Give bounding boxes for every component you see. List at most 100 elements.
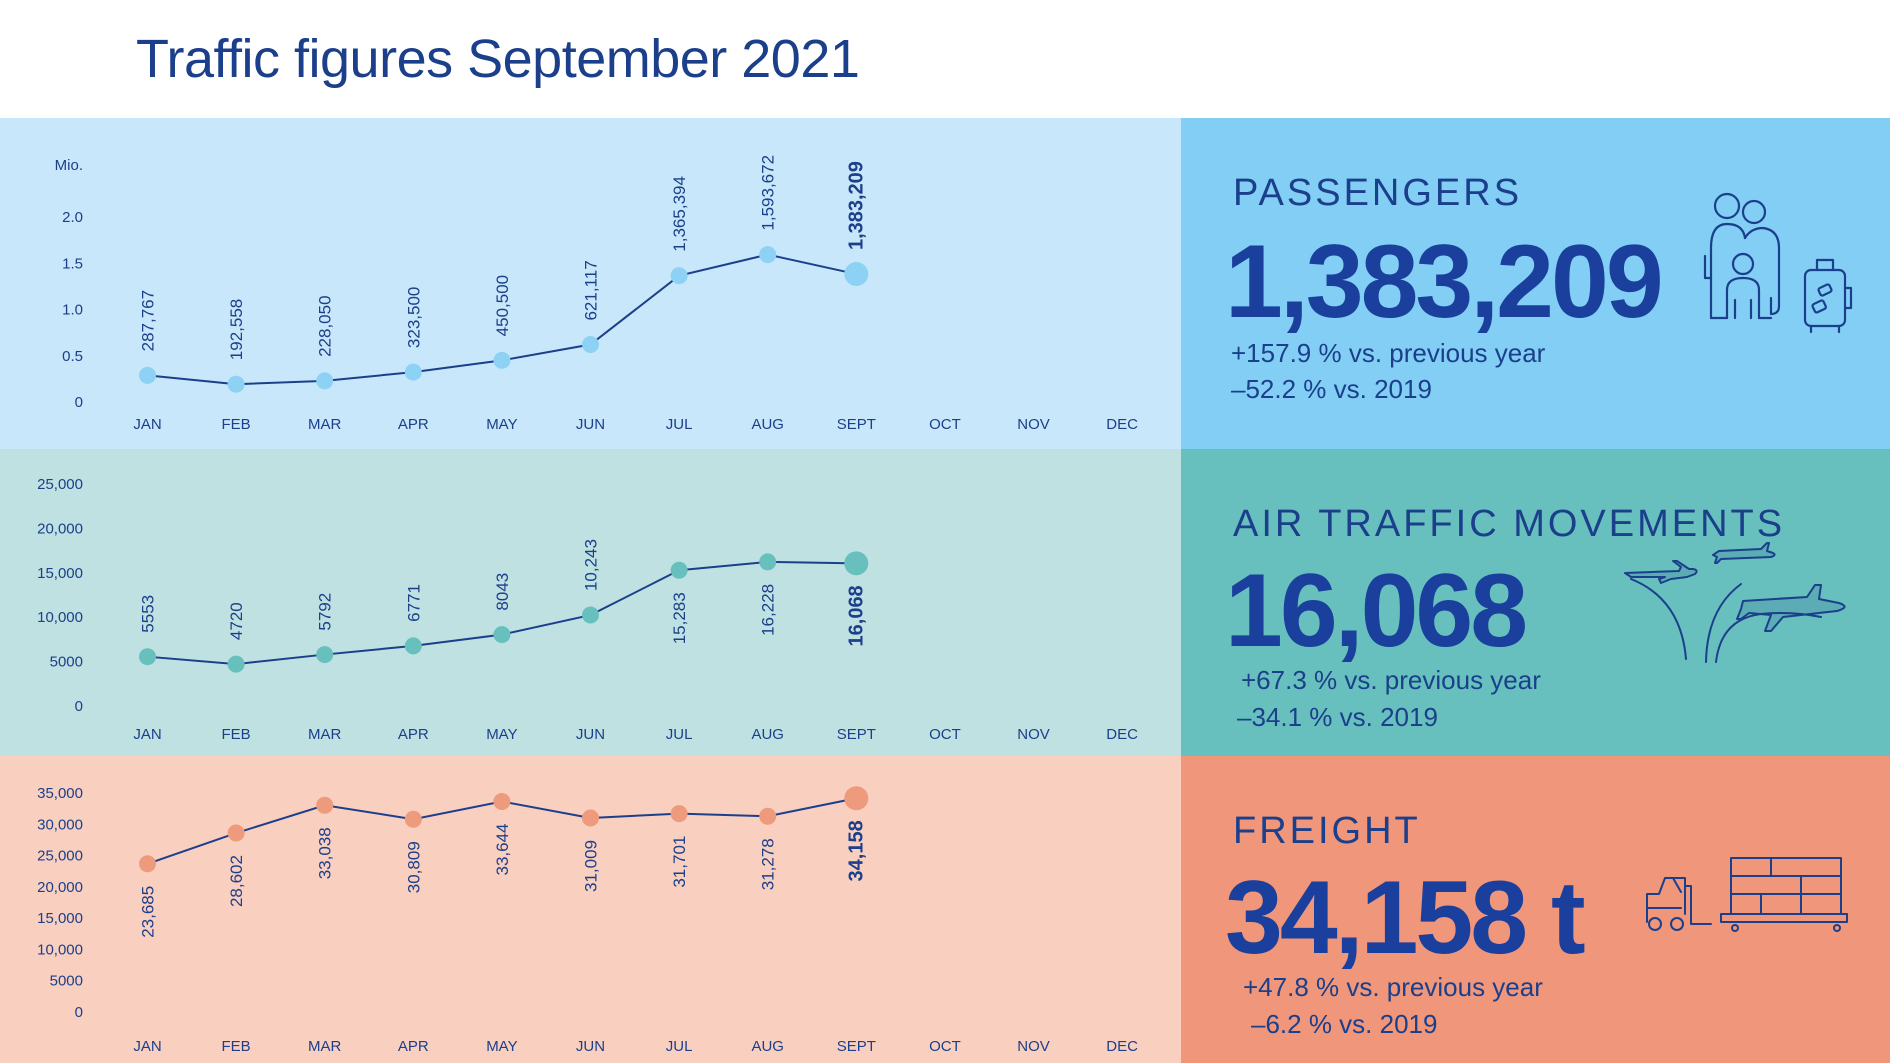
x-tick-label: JAN xyxy=(133,416,161,433)
freight-data-label-group: 30,809 xyxy=(404,841,423,893)
movements-data-label: 5792 xyxy=(316,593,335,631)
passengers-data-label-group: 1,383,209 xyxy=(845,161,867,250)
x-tick-label: NOV xyxy=(1017,416,1050,433)
freight-data-label-group: 33,644 xyxy=(493,823,512,875)
passengers-data-label: 1,383,209 xyxy=(845,161,867,250)
movements-data-point xyxy=(759,553,777,571)
freight-data-label-group: 33,038 xyxy=(316,827,335,879)
freight-heading: FREIGHT xyxy=(1233,810,1421,852)
y-tick-label: 5000 xyxy=(50,973,83,990)
freight-data-point xyxy=(139,855,156,873)
freight-data-label-group: 31,701 xyxy=(670,836,689,888)
movements-band: 0 5000 10,000 15,000 20,000 25,000 JAN FEB MAR AP… xyxy=(0,449,1890,756)
passengers-data-label: 621,117 xyxy=(582,260,601,320)
movements-data-label: 15,283 xyxy=(670,592,689,644)
passengers-data-label-group: 450,500 xyxy=(493,275,512,336)
freight-data-point xyxy=(759,807,777,825)
freight-data-label: 33,644 xyxy=(493,823,512,875)
x-tick-label: SEPT xyxy=(837,1038,876,1055)
freight-data-point xyxy=(404,810,422,828)
freight-data-label-group: 23,685 xyxy=(139,886,158,938)
passengers-data-label-group: 192,558 xyxy=(227,299,246,360)
passengers-data-label: 287,767 xyxy=(139,290,158,351)
movements-data-label: 4720 xyxy=(227,602,246,640)
passengers-data-label-group: 1,365,394 xyxy=(670,176,689,252)
y-tick-label: 10,000 xyxy=(37,941,83,958)
freight-change-previous-year: +47.8 % vs. previous year xyxy=(1243,972,1543,1002)
movements-heading: AIR TRAFFIC MOVEMENTS xyxy=(1233,503,1786,545)
y-tick-label: 15,000 xyxy=(37,910,83,927)
x-tick-label: MAY xyxy=(486,416,517,433)
x-tick-label: DEC xyxy=(1106,726,1138,743)
y-tick-label: 15,000 xyxy=(37,565,83,582)
movements-data-label-group: 4720 xyxy=(227,602,246,640)
movements-data-point xyxy=(582,606,599,624)
x-tick-label: AUG xyxy=(751,416,784,433)
movements-data-label-group: 5553 xyxy=(139,595,158,633)
passengers-data-point xyxy=(844,262,869,287)
movements-data-label: 10,243 xyxy=(582,539,601,591)
freight-data-label-group: 31,009 xyxy=(582,840,601,892)
freight-data-point xyxy=(670,805,688,823)
x-tick-label: FEB xyxy=(222,1038,251,1055)
freight-panel: FREIGHT 34,158 t +47.8 % vs. previous ye… xyxy=(1181,756,1890,1063)
movements-data-point xyxy=(493,626,511,644)
x-tick-label: OCT xyxy=(929,1038,961,1055)
x-tick-label: OCT xyxy=(929,416,961,433)
movements-data-point xyxy=(670,561,688,579)
x-tick-label: NOV xyxy=(1017,1038,1050,1055)
passengers-change-2019: –52.2 % vs. 2019 xyxy=(1231,374,1432,404)
x-tick-label: JUN xyxy=(576,726,605,743)
passengers-data-point xyxy=(316,372,334,390)
passengers-data-label-group: 1,593,672 xyxy=(759,155,778,231)
passengers-data-point xyxy=(670,267,688,285)
y-tick-label: 0 xyxy=(75,394,83,411)
passengers-data-point xyxy=(493,351,511,369)
page-title: Traffic figures September 2021 xyxy=(136,29,860,89)
movements-data-label-group: 15,283 xyxy=(670,592,689,644)
passengers-data-label: 228,050 xyxy=(316,295,335,356)
x-tick-label: DEC xyxy=(1106,416,1138,433)
passengers-panel: PASSENGERS 1,383,209 +157.9 % vs. previo… xyxy=(1181,118,1890,449)
passengers-band: Mio. 0 0.5 1.0 1.5 2.0 JAN FEB MAR APR MAY JUN JUL AU… xyxy=(0,118,1890,449)
freight-chart: 0 5000 10,000 15,000 20,000 25,000 30,000 35,00… xyxy=(37,785,1138,1055)
passengers-data-point xyxy=(227,375,245,393)
x-tick-label: FEB xyxy=(222,416,251,433)
x-tick-label: SEPT xyxy=(837,726,876,743)
movements-data-label-group: 16,228 xyxy=(759,584,778,636)
x-tick-label: DEC xyxy=(1106,1038,1138,1055)
passengers-heading: PASSENGERS xyxy=(1233,172,1523,214)
freight-data-point xyxy=(316,796,334,814)
passengers-data-point xyxy=(582,336,599,354)
passengers-data-label-group: 228,050 xyxy=(316,295,335,356)
x-tick-label: APR xyxy=(398,1038,429,1055)
x-tick-label: MAR xyxy=(308,1038,342,1055)
movements-data-label: 16,068 xyxy=(845,585,867,646)
movements-data-point xyxy=(404,637,422,655)
x-tick-label: AUG xyxy=(751,1038,784,1055)
passengers-data-label: 192,558 xyxy=(227,299,246,360)
movements-chart: 0 5000 10,000 15,000 20,000 25,000 JAN FEB MAR AP… xyxy=(37,476,1138,743)
movements-value: 16,068 xyxy=(1225,553,1528,669)
y-tick-label: 20,000 xyxy=(37,520,83,537)
movements-data-point xyxy=(316,646,334,664)
freight-data-label-group: 31,278 xyxy=(759,838,778,890)
freight-data-label: 23,685 xyxy=(139,886,158,938)
x-tick-label: JAN xyxy=(133,726,161,743)
movements-data-label: 6771 xyxy=(404,584,423,622)
passengers-value: 1,383,209 xyxy=(1225,224,1664,340)
movements-data-point xyxy=(139,648,156,666)
freight-band: 0 5000 10,000 15,000 20,000 25,000 30,000 35,00… xyxy=(0,756,1890,1063)
y-tick-label: 5000 xyxy=(50,654,83,671)
x-tick-label: MAY xyxy=(486,1038,517,1055)
x-tick-label: APR xyxy=(398,416,429,433)
passengers-data-label-group: 287,767 xyxy=(139,290,158,351)
passengers-data-label: 1,365,394 xyxy=(670,176,689,252)
passengers-data-label: 1,593,672 xyxy=(759,155,778,231)
movements-data-label-group: 5792 xyxy=(316,593,335,631)
movements-data-label-group: 16,068 xyxy=(845,585,867,646)
y-tick-label: 25,000 xyxy=(37,476,83,493)
y-axis-unit-label: Mio. xyxy=(55,157,83,174)
movements-data-point xyxy=(844,551,869,576)
x-tick-label: MAY xyxy=(486,726,517,743)
